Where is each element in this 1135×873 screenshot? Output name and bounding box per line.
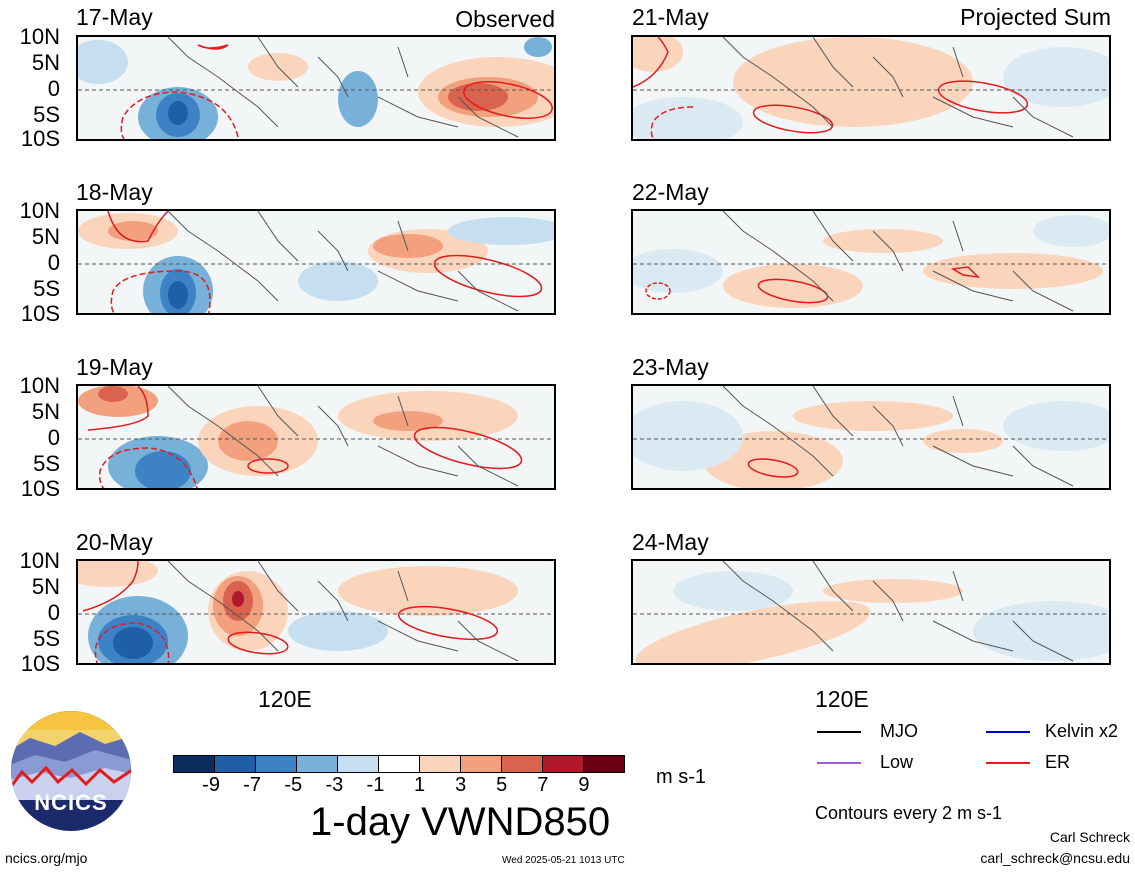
panel-date-24-may: 24-May xyxy=(632,529,709,555)
map-field xyxy=(78,561,554,663)
lat-label-10s: 10S xyxy=(20,301,60,326)
colorbar-swatch xyxy=(584,756,624,772)
lon-label-120e-left: 120E xyxy=(258,686,312,712)
colorbar-swatch xyxy=(420,756,461,772)
map-field xyxy=(78,211,554,313)
colorbar-tick-label: 1 xyxy=(413,774,426,796)
lat-label-0: 0 xyxy=(47,425,60,450)
colorbar-tick-labels: -9 -7 -5 -3 -1 1 3 5 7 9 xyxy=(173,774,625,800)
colorbar-swatch xyxy=(502,756,543,772)
colorbar-tick-label: 3 xyxy=(455,774,467,796)
lat-label-5s: 5S xyxy=(33,102,60,127)
map-field xyxy=(633,386,1109,488)
colorbar-swatch xyxy=(215,756,256,772)
colorbar-tick-label: -3 xyxy=(325,774,344,796)
lat-label-10s: 10S xyxy=(20,651,60,676)
lat-label-10s: 10S xyxy=(20,126,60,151)
panel-date-21-may: 21-May xyxy=(632,4,709,30)
lat-label-5s: 5S xyxy=(33,626,60,651)
legend-mjo-line xyxy=(817,731,861,733)
lat-label-0: 0 xyxy=(47,600,60,625)
map-panel-23-may xyxy=(631,384,1111,490)
legend-kelvin-line xyxy=(986,731,1030,733)
map-panel-18-may xyxy=(76,209,556,315)
map-panel-19-may xyxy=(76,384,556,490)
ncics-logo-graphic xyxy=(11,711,131,831)
colorbar-swatch xyxy=(338,756,379,772)
colorbar-swatch xyxy=(174,756,215,772)
lon-label-120e-right: 120E xyxy=(815,686,869,712)
map-field xyxy=(633,561,1109,663)
lat-label-10n: 10N xyxy=(19,373,60,398)
colorbar-tick-label: -5 xyxy=(284,774,303,796)
chart-title: 1-day VWND850 xyxy=(310,800,611,844)
legend-low-line xyxy=(817,762,861,764)
legend-low-label: Low xyxy=(880,752,914,772)
lat-label-5s: 5S xyxy=(33,276,60,301)
panel-date-20-may: 20-May xyxy=(76,529,153,555)
footer-timestamp: Wed 2025-05-21 1013 UTC xyxy=(502,855,625,866)
projected-caption: Projected Sum xyxy=(960,4,1111,30)
colorbar-swatch xyxy=(256,756,297,772)
footer-email[interactable]: carl_schreck@ncsu.edu xyxy=(980,850,1130,866)
footer-url[interactable]: ncics.org/mjo xyxy=(5,850,88,866)
lat-label-10n: 10N xyxy=(19,198,60,223)
panel-date-22-may: 22-May xyxy=(632,179,709,205)
lat-label-5n: 5N xyxy=(31,399,60,424)
panel-date-17-may: 17-May xyxy=(76,4,153,30)
map-field xyxy=(633,37,1109,139)
logo-text: NCICS xyxy=(34,790,108,815)
legend-mjo-label: MJO xyxy=(880,721,918,741)
colorbar-tick-label: 7 xyxy=(537,774,549,796)
lat-label-10n: 10N xyxy=(19,24,60,49)
panel-date-18-may: 18-May xyxy=(76,179,153,205)
map-field xyxy=(78,386,554,488)
panel-date-23-may: 23-May xyxy=(632,354,709,380)
lat-label-10s: 10S xyxy=(20,476,60,501)
map-panel-20-may xyxy=(76,559,556,665)
colorbar-tick-label: -1 xyxy=(366,774,385,796)
map-panel-17-may xyxy=(76,35,556,141)
map-field xyxy=(78,37,554,139)
colorbar-swatch xyxy=(297,756,338,772)
colorbar-swatch xyxy=(379,756,420,772)
observed-caption: Observed xyxy=(455,6,555,32)
colorbar-tick-label: -9 xyxy=(202,774,220,796)
lat-label-5n: 5N xyxy=(31,224,60,249)
legend-er-line xyxy=(986,762,1030,764)
colorbar-swatch xyxy=(461,756,502,772)
ncics-logo: NCICS xyxy=(10,710,132,832)
map-field xyxy=(633,211,1109,312)
lat-label-10n: 10N xyxy=(19,548,60,573)
lat-label-5s: 5S xyxy=(33,451,60,476)
colorbar-swatch xyxy=(543,756,584,772)
footer-author: Carl Schreck xyxy=(1049,829,1130,845)
legend-kelvin-label: Kelvin x2 xyxy=(1045,721,1119,741)
map-panel-21-may xyxy=(631,35,1111,141)
colorbar-tick-label: 5 xyxy=(496,774,508,796)
contours-note: Contours every 2 m s-1 xyxy=(815,803,1003,823)
lat-label-0: 0 xyxy=(47,76,60,101)
map-panel-22-may xyxy=(631,209,1111,315)
lat-label-5n: 5N xyxy=(31,574,60,599)
legend-er-label: ER xyxy=(1045,752,1071,772)
colorbar-tick-label: -7 xyxy=(243,774,262,796)
lat-label-0: 0 xyxy=(47,250,60,275)
lat-label-5n: 5N xyxy=(31,50,60,75)
panel-date-19-may: 19-May xyxy=(76,354,153,380)
colorbar xyxy=(173,755,625,773)
map-panel-24-may xyxy=(631,559,1111,665)
colorbar-tick-label: 9 xyxy=(578,774,590,796)
colorbar-units: m s-1 xyxy=(656,766,706,788)
